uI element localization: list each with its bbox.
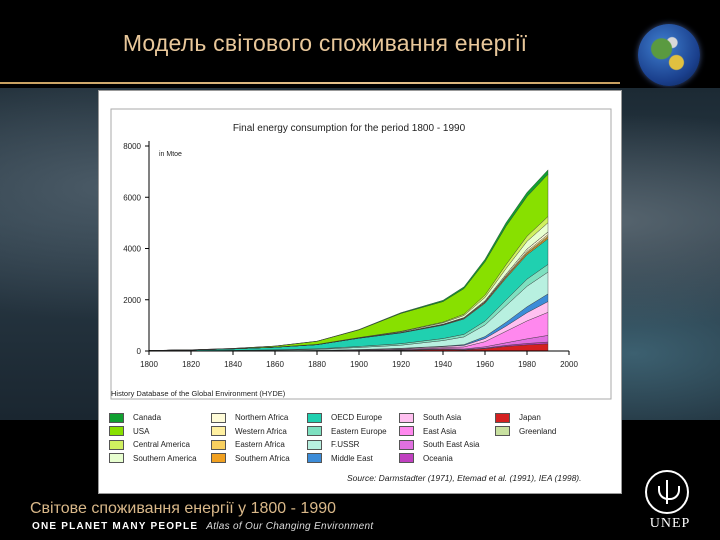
legend-label: Southern Africa — [235, 453, 290, 463]
legend-label: Eastern Africa — [235, 440, 285, 449]
legend-label: Canada — [133, 413, 162, 422]
legend-label: Eastern Europe — [331, 426, 387, 436]
area-series — [148, 169, 549, 352]
legend-item-middle-east: Middle East — [307, 452, 373, 465]
energy-chart: Final energy consumption for the period … — [110, 108, 612, 400]
header-band — [0, 0, 720, 88]
legend-swatch — [211, 439, 226, 450]
y-tick-label: 6000 — [123, 193, 141, 202]
legend-item-usa: USA — [109, 425, 149, 438]
legend-label: F.USSR — [331, 440, 360, 449]
footer-brand: ONE PLANET MANY PEOPLE Atlas of Our Chang… — [32, 521, 373, 532]
x-tick-label: 1820 — [182, 360, 200, 369]
legend-item-northern-africa: Northern Africa — [211, 411, 288, 424]
legend-swatch — [495, 412, 510, 423]
x-tick-label: 1980 — [518, 360, 536, 369]
atlas-name: Atlas of Our Changing Environment — [206, 521, 374, 532]
legend-item-oceania: Oceania — [399, 452, 453, 465]
legend-label: Western Africa — [235, 426, 287, 436]
legend-swatch — [495, 426, 510, 436]
legend-label: South Asia — [423, 413, 462, 422]
slide-title: Модель світового споживання енергії — [122, 30, 528, 56]
chart-panel: Final energy consumption for the period … — [98, 90, 622, 494]
x-tick-label: 1840 — [224, 360, 242, 369]
area-canada — [148, 169, 549, 351]
x-tick-label: 1920 — [392, 360, 410, 369]
legend-item-east-asia: East Asia — [399, 425, 456, 438]
y-tick-label: 0 — [137, 347, 142, 356]
legend-swatch — [399, 426, 414, 436]
x-tick-label: 1860 — [266, 360, 284, 369]
legend-item-south-asia: South Asia — [399, 411, 461, 424]
legend-label: USA — [133, 426, 150, 436]
legend-swatch — [307, 453, 322, 463]
x-tick-label: 1880 — [308, 360, 326, 369]
chart-ylabel: in Mtoe — [159, 151, 182, 158]
legend-label: Central America — [133, 440, 190, 449]
unep-logo-text: UNEP — [649, 516, 691, 531]
x-tick-label: 1900 — [350, 360, 368, 369]
x-tick-label: 1960 — [476, 360, 494, 369]
title-rule — [0, 82, 620, 84]
y-tick-label: 8000 — [123, 142, 141, 151]
legend-swatch — [109, 426, 124, 436]
legend-swatch — [307, 412, 322, 423]
legend-label: Middle East — [331, 453, 373, 463]
legend-swatch — [307, 426, 322, 436]
legend-item-southern-america: Southern America — [109, 452, 197, 465]
legend-item-canada: Canada — [109, 411, 161, 424]
legend-swatch — [211, 412, 226, 423]
legend-item-oecd-europe: OECD Europe — [307, 411, 382, 424]
brand-name: ONE PLANET MANY PEOPLE — [32, 521, 199, 532]
unep-emblem-icon — [645, 470, 689, 514]
x-tick-label: 1800 — [140, 360, 158, 369]
legend-swatch — [109, 439, 124, 450]
axes: 0 2000 4000 6000 8000 1800 1820 1840 1860 1880 190… — [123, 141, 578, 369]
legend-swatch — [399, 412, 414, 423]
legend-item-eastern-europe: Eastern Europe — [307, 425, 387, 438]
legend-item-central-america: Central America — [109, 438, 190, 451]
legend-swatch — [211, 453, 226, 463]
legend-item-south-east-asia: South East Asia — [399, 438, 479, 451]
history-note: History Database of the Global Environme… — [111, 389, 286, 398]
legend-item-southern-africa: Southern Africa — [211, 452, 290, 465]
legend-swatch — [211, 426, 226, 436]
plot-frame — [110, 108, 612, 400]
legend-swatch — [307, 439, 322, 450]
source-note: Source: Darmstadter (1971), Etemad et al… — [347, 473, 582, 483]
legend-label: Northern Africa — [235, 413, 289, 422]
legend-swatch — [109, 453, 124, 463]
chart-title: Final energy consumption for the period … — [233, 123, 466, 134]
legend-label: South East Asia — [423, 440, 480, 449]
y-tick-label: 4000 — [123, 245, 141, 254]
x-tick-label: 1940 — [434, 360, 452, 369]
legend-item-greenland: Greenland — [495, 425, 556, 438]
legend-item-eastern-africa: Eastern Africa — [211, 438, 285, 451]
legend-label: Japan — [519, 413, 541, 422]
legend-swatch — [109, 412, 124, 423]
legend-item-japan: Japan — [495, 411, 541, 424]
globe-icon — [638, 24, 700, 86]
legend-swatch — [399, 453, 414, 463]
legend-item-western-africa: Western Africa — [211, 425, 287, 438]
chart-inner-border — [110, 108, 612, 400]
y-tick-label: 2000 — [123, 296, 141, 305]
legend-swatch — [399, 439, 414, 450]
legend-label: OECD Europe — [331, 413, 383, 422]
x-tick-label: 2000 — [560, 360, 578, 369]
chart-legend: Canada USA Central America Southern America… — [109, 411, 609, 467]
legend-label: Oceania — [423, 453, 453, 463]
slide-caption: Світове споживання енергії у 1800 - 1990 — [30, 500, 337, 517]
legend-label: Greenland — [519, 426, 557, 436]
legend-label: Southern America — [133, 453, 197, 463]
legend-item-f-ussr: F.USSR — [307, 438, 359, 451]
legend-label: East Asia — [423, 426, 457, 436]
